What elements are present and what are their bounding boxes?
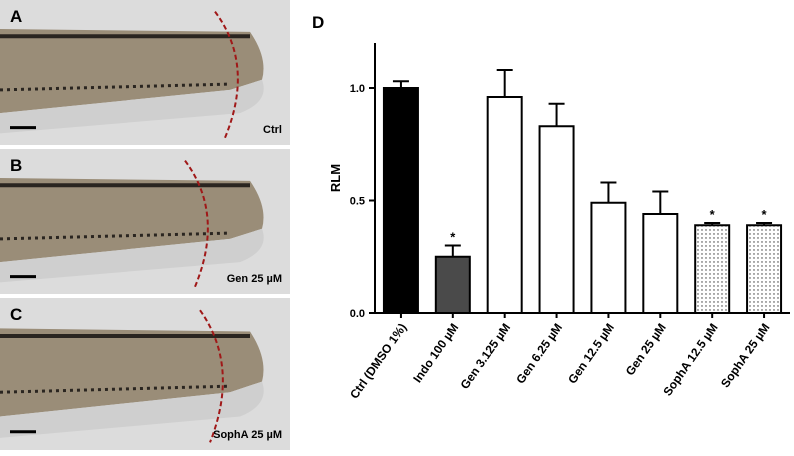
panel-label: D [312,13,324,32]
x-tick-label: Gen 12.5 µM [565,321,617,387]
cut-line [214,11,239,139]
significance-mark: * [762,207,768,222]
panel-caption: SophA 25 µM [213,429,282,441]
y-tick-label: 0.5 [350,196,365,208]
cut-line [199,309,224,443]
y-axis-label: RLM [328,164,343,192]
y-tick-label: 0.0 [350,308,365,320]
bar [486,96,523,314]
x-tick-label: Gen 6.25 µM [513,321,565,387]
larva-body [0,178,264,263]
larva-body [0,328,264,417]
panel-caption: Gen 25 µM [227,273,282,285]
x-tick-label: Ctrl (DMSO 1%) [347,321,409,402]
cut-line [184,160,209,288]
panel-label: C [10,305,22,324]
micrograph: C SophA 25 µM [0,298,290,450]
fin-fold [0,228,264,283]
bar [746,224,783,314]
significance-mark: * [710,207,716,222]
x-tick-label: Indo 100 µM [410,321,461,386]
x-tick-label: Gen 25 µM [623,321,669,378]
pigment-line [0,384,231,394]
x-tick-label: SophA 25 µM [718,321,773,391]
larva-body [0,29,264,114]
pigment-line [0,231,231,241]
bar [382,87,419,314]
image-panels: A Ctrl B Gen 25 µM C SophA 25 µM [0,0,290,450]
pigment-line [0,82,231,92]
bar [434,255,471,314]
fin-fold [0,381,264,438]
bar [538,125,575,314]
panel-label: A [10,7,22,26]
panel-label: B [10,156,22,175]
bar [694,224,731,314]
bar [590,201,627,314]
panel-caption: Ctrl [263,124,282,136]
significance-mark: * [450,230,456,245]
y-tick-label: 1.0 [350,83,365,95]
fin-fold [0,79,264,134]
micrograph: A Ctrl [0,0,290,145]
x-tick-label: Gen 3.125 µM [458,321,514,392]
micrograph: B Gen 25 µM [0,149,290,294]
x-tick-label: SophA 12.5 µM [660,321,720,399]
bar [642,213,679,314]
